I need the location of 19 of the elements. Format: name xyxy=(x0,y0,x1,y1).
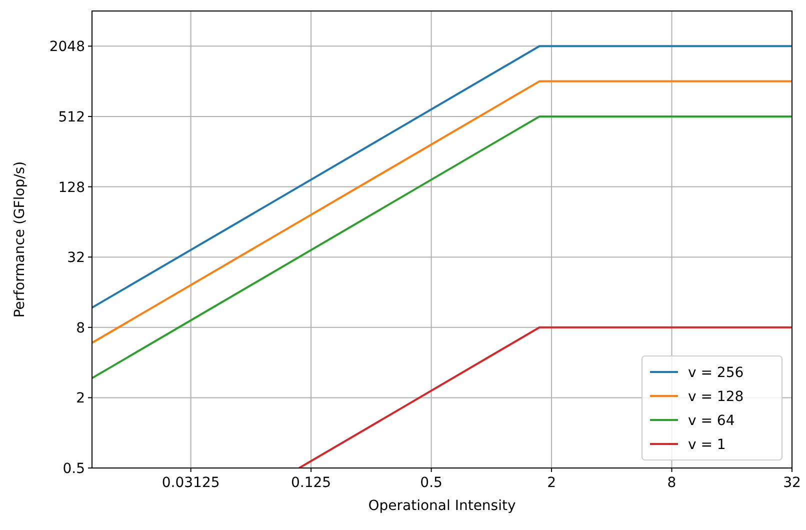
x-tick-label: 0.03125 xyxy=(162,475,220,491)
y-tick-label: 2 xyxy=(76,390,85,407)
y-tick-label: 0.5 xyxy=(62,461,85,477)
y-tick-label: 2048 xyxy=(49,39,85,56)
x-tick-label: 8 xyxy=(667,475,676,491)
x-tick-label: 2 xyxy=(547,475,556,491)
y-tick-label: 128 xyxy=(58,180,85,196)
legend-label: v = 64 xyxy=(688,413,735,429)
legend-label: v = 1 xyxy=(688,437,726,453)
x-tick-label: 32 xyxy=(783,475,801,491)
y-axis-title: Performance (GFlop/s) xyxy=(12,161,28,318)
legend-label: v = 256 xyxy=(688,365,744,381)
y-tick-label: 8 xyxy=(76,320,85,336)
x-axis-title: Operational Intensity xyxy=(368,498,516,514)
x-tick-label: 0.125 xyxy=(291,475,332,491)
y-tick-label: 32 xyxy=(67,250,85,266)
x-tick-label: 0.5 xyxy=(420,475,442,491)
legend-label: v = 128 xyxy=(688,389,744,405)
y-tick-label: 512 xyxy=(58,109,85,126)
